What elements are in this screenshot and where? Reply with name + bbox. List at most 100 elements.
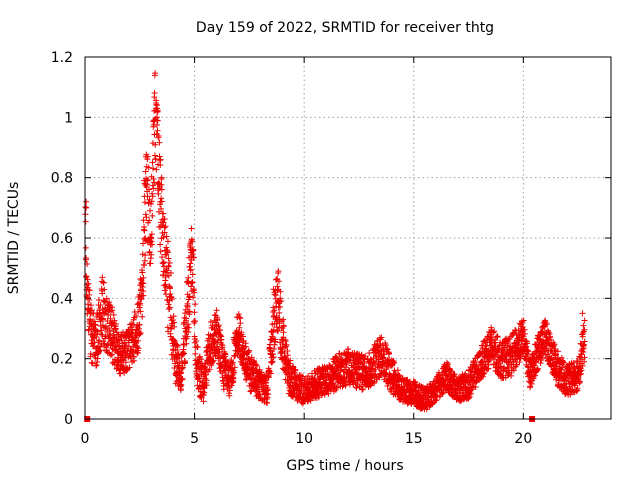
data-point — [86, 287, 93, 294]
data-point — [161, 229, 168, 236]
data-point — [85, 280, 92, 287]
data-point — [167, 270, 174, 277]
data-point — [271, 289, 278, 296]
data-point — [531, 362, 538, 369]
data-point — [209, 322, 216, 329]
x-tick-label: 10 — [295, 431, 313, 447]
data-point — [133, 332, 140, 339]
x-tick-labels: 0 5 10 15 20 — [81, 431, 533, 447]
data-point — [516, 342, 523, 349]
data-point — [192, 317, 199, 324]
data-point — [272, 336, 279, 343]
data-point — [226, 392, 233, 399]
data-point — [345, 346, 352, 353]
data-point — [394, 367, 401, 374]
data-point — [148, 251, 155, 258]
data-point — [270, 286, 277, 293]
data-point — [581, 326, 588, 333]
data-point — [469, 383, 476, 390]
data-point — [181, 359, 188, 366]
data-point — [98, 327, 105, 334]
data-point — [169, 296, 176, 303]
data-point — [185, 274, 192, 281]
data-point — [106, 327, 113, 334]
data-point — [152, 70, 159, 77]
data-point — [159, 272, 166, 279]
data-point — [96, 337, 103, 344]
data-point — [93, 333, 100, 340]
y-tick-label: 1 — [64, 110, 73, 126]
data-point — [198, 356, 205, 363]
data-point — [567, 391, 574, 398]
data-point — [179, 375, 186, 382]
data-point — [122, 359, 129, 366]
data-point — [175, 352, 182, 359]
data-point — [155, 190, 162, 197]
data-point — [135, 345, 142, 352]
data-point — [171, 338, 178, 345]
data-point — [139, 313, 146, 320]
data-point — [210, 341, 217, 348]
data-point — [181, 350, 188, 357]
data-point — [263, 399, 270, 406]
data-point — [160, 260, 167, 267]
data-point — [93, 362, 100, 369]
x-axis-label: GPS time / hours — [286, 458, 403, 474]
data-point — [438, 389, 445, 396]
data-point — [315, 394, 322, 401]
data-point — [196, 353, 203, 360]
data-point — [230, 375, 237, 382]
data-point — [448, 368, 455, 375]
data-point — [153, 105, 160, 112]
data-point — [333, 354, 340, 361]
data-point — [142, 168, 149, 175]
data-point — [149, 241, 156, 248]
data-point — [155, 133, 162, 140]
data-point — [278, 298, 285, 305]
data-point — [217, 327, 224, 334]
data-point — [490, 329, 497, 336]
data-point — [231, 364, 238, 371]
data-point — [215, 323, 222, 330]
data-point — [147, 260, 154, 267]
data-point — [268, 359, 275, 366]
data-point — [141, 262, 148, 269]
data-point — [158, 186, 165, 193]
data-point — [112, 320, 119, 327]
x-tick-label: 5 — [190, 431, 199, 447]
data-point — [140, 292, 147, 299]
data-point — [193, 338, 200, 345]
data-point — [150, 185, 157, 192]
data-point — [94, 328, 101, 335]
data-point — [225, 359, 232, 366]
data-point — [189, 238, 196, 245]
data-point — [384, 346, 391, 353]
data-point — [82, 244, 89, 251]
y-tick-label: 0.4 — [51, 291, 73, 307]
data-point — [523, 340, 530, 347]
data-point — [149, 193, 156, 200]
data-point — [211, 338, 218, 345]
data-point — [453, 388, 460, 395]
data-point — [242, 343, 249, 350]
y-tick-label: 0.8 — [51, 171, 73, 187]
data-point — [137, 330, 144, 337]
data-point — [178, 381, 185, 388]
data-point — [188, 247, 195, 254]
data-point — [93, 362, 100, 369]
data-point — [141, 177, 148, 184]
data-point — [117, 334, 124, 341]
data-point — [343, 364, 350, 371]
data-point — [192, 350, 199, 357]
data-point — [100, 279, 107, 286]
data-point — [275, 278, 282, 285]
data-point — [465, 394, 472, 401]
data-point — [213, 307, 220, 314]
data-point — [89, 360, 96, 367]
data-point — [101, 286, 108, 293]
data-point — [154, 127, 161, 134]
data-point — [82, 218, 89, 225]
data-point — [83, 273, 90, 280]
data-point — [282, 338, 289, 345]
